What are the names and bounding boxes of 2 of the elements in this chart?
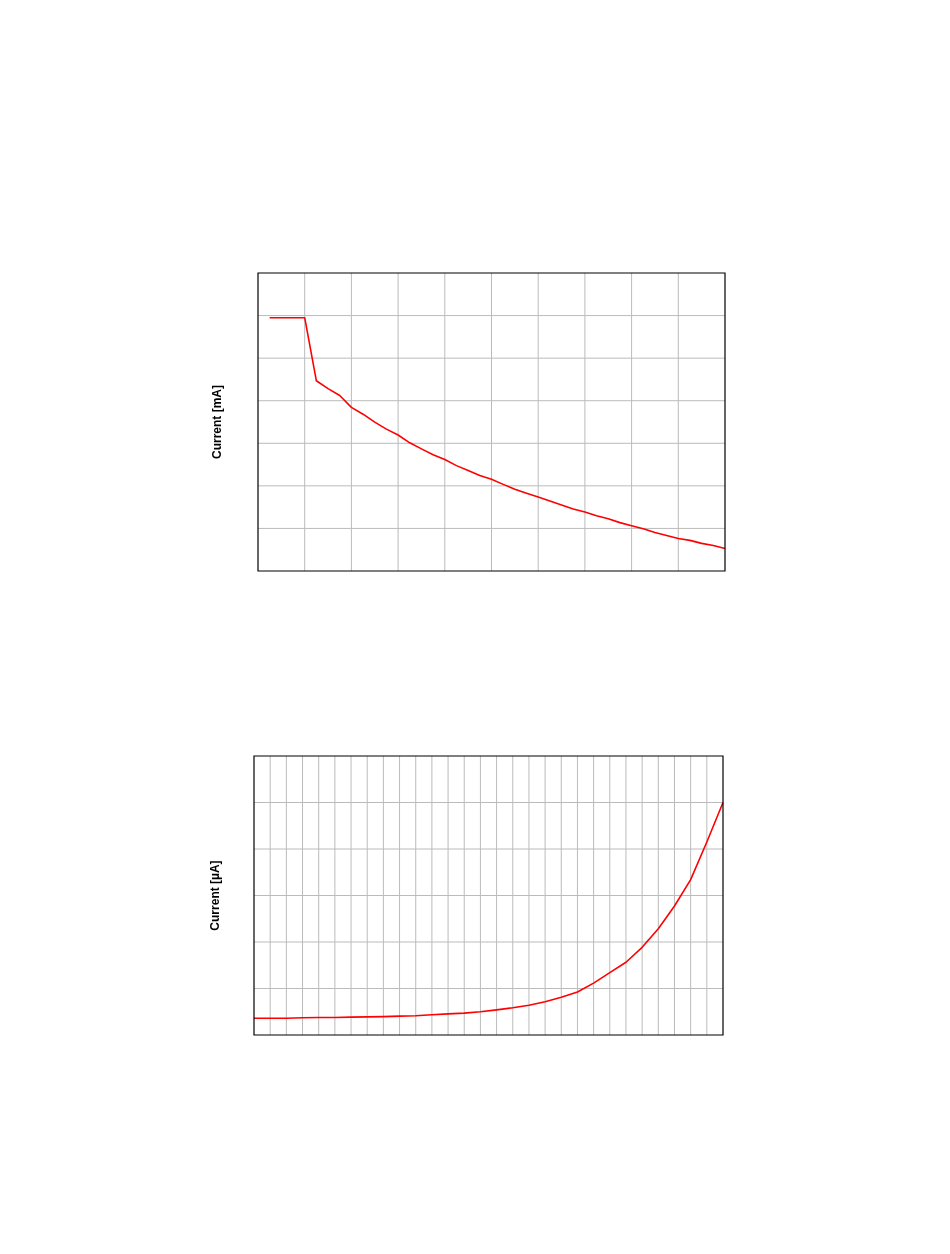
- y-axis-title: Current [mA]: [210, 385, 225, 459]
- y-axis-title: Current [µA]: [208, 860, 223, 931]
